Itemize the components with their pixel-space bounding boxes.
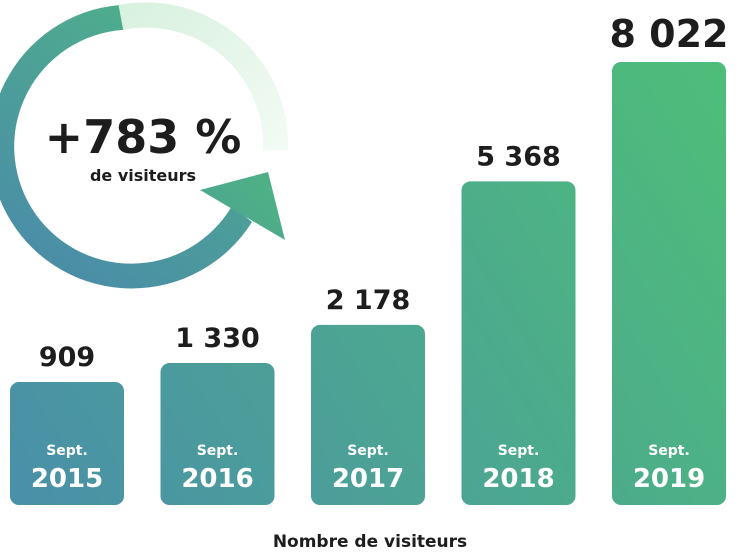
month-label-2019: Sept. — [648, 443, 690, 459]
x-axis-title: Nombre de visiteurs — [273, 532, 467, 552]
month-label-2018: Sept. — [498, 443, 540, 459]
growth-label: de visiteurs — [90, 166, 196, 185]
value-label-2018: 5 368 — [476, 141, 561, 172]
year-label-2018: 2018 — [482, 464, 554, 494]
month-label-2016: Sept. — [197, 443, 239, 459]
value-label-2019: 8 022 — [610, 12, 729, 56]
bar-2017 — [311, 324, 425, 505]
bar-2019 — [612, 62, 726, 505]
growth-ring: +783 % de visiteurs — [0, 2, 289, 289]
bar-2018 — [461, 181, 576, 505]
value-label-2016: 1 330 — [175, 323, 260, 354]
bar-2015 — [10, 382, 124, 505]
year-label-2019: 2019 — [633, 464, 705, 494]
growth-arrow-icon — [200, 172, 285, 240]
growth-value: +783 % — [45, 110, 242, 164]
bar-2016 — [160, 363, 275, 505]
ring-light-arc — [118, 2, 289, 151]
month-label-2017: Sept. — [347, 443, 389, 459]
bars-group: 909 Sept. 2015 1 330 Sept. 2016 2 178 Sept. 2017… — [10, 12, 729, 505]
year-label-2015: 2015 — [31, 464, 103, 494]
month-label-2015: Sept. — [46, 443, 88, 459]
year-label-2016: 2016 — [181, 464, 253, 494]
year-label-2017: 2017 — [332, 464, 404, 494]
value-label-2015: 909 — [39, 342, 95, 373]
value-label-2017: 2 178 — [326, 285, 411, 316]
